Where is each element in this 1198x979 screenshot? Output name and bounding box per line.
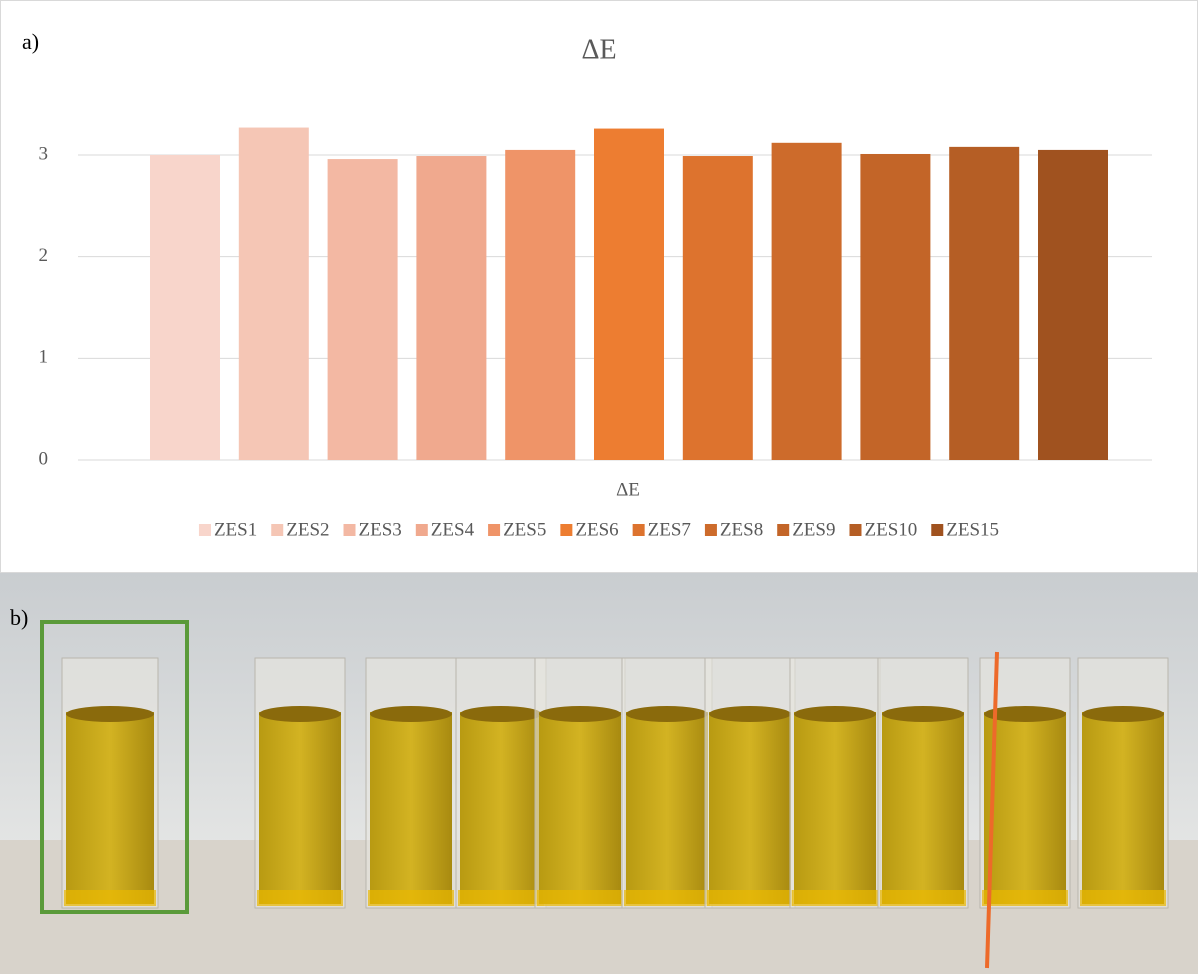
- cuvette-base: [792, 890, 878, 906]
- legend-swatch: [777, 524, 790, 536]
- cuvette: [789, 657, 881, 909]
- cuvette-liquid: [66, 712, 154, 904]
- cuvette-base: [368, 890, 454, 906]
- cuvette: [704, 657, 796, 909]
- legend-swatch: [632, 524, 645, 536]
- meniscus: [984, 706, 1066, 722]
- meniscus: [794, 706, 876, 722]
- cuvette-base: [707, 890, 793, 906]
- legend-swatch: [849, 524, 862, 536]
- cuvette: [61, 657, 159, 909]
- legend-label: ZES3: [359, 519, 402, 540]
- cuvette-liquid: [626, 712, 708, 904]
- legend-label: ZES15: [946, 519, 999, 540]
- legend-label: ZES9: [792, 519, 835, 540]
- cuvette-liquid: [709, 712, 791, 904]
- photo: [0, 573, 1198, 974]
- cuvette-liquid: [984, 712, 1066, 904]
- bar: [682, 156, 753, 460]
- bar: [150, 155, 220, 460]
- cuvette: [534, 657, 626, 909]
- legend-label: ZES6: [575, 519, 618, 540]
- highlight-box: [40, 620, 189, 914]
- legend-label: ZES10: [864, 519, 917, 540]
- y-tick-label: 3: [39, 143, 49, 164]
- legend-label: ZES5: [503, 519, 546, 540]
- legend-label: ZES1: [214, 519, 257, 540]
- legend-swatch: [271, 524, 284, 536]
- meniscus: [460, 706, 542, 722]
- legend-swatch: [343, 524, 356, 536]
- legend-swatch: [560, 524, 573, 536]
- legend: ZES1 ZES2 ZES3 ZES4 ZES5 ZES6 ZES7 ZES8 ZES9 ZES1…: [198, 519, 999, 540]
- meniscus: [882, 706, 964, 722]
- cuvette: [621, 657, 713, 909]
- y-tick-label: 1: [39, 347, 49, 368]
- cuvette-base: [982, 890, 1068, 906]
- meniscus: [709, 706, 791, 722]
- panel-label: b): [10, 605, 28, 630]
- cuvette: [877, 657, 969, 909]
- cuvette: [1077, 657, 1169, 909]
- bar: [1038, 149, 1108, 460]
- chart-title: ΔE: [581, 34, 616, 65]
- panel-label: a): [22, 29, 39, 54]
- legend-label: ZES8: [720, 519, 763, 540]
- bar: [416, 156, 487, 460]
- cuvette-liquid: [882, 712, 964, 904]
- bar: [949, 146, 1020, 460]
- meniscus: [259, 706, 341, 722]
- bar: [238, 127, 309, 461]
- cuvette-base: [458, 890, 544, 906]
- legend-swatch: [198, 524, 211, 536]
- divider-line: [985, 651, 999, 969]
- cuvette-liquid: [460, 712, 542, 904]
- cuvette-base: [257, 890, 343, 906]
- y-tick-label: 2: [39, 245, 49, 266]
- meniscus: [539, 706, 621, 722]
- legend-swatch: [704, 524, 717, 536]
- legend-swatch: [931, 524, 944, 536]
- bar: [860, 153, 931, 460]
- cuvette: [365, 657, 457, 909]
- cuvette-base: [64, 890, 156, 906]
- meniscus: [1082, 706, 1164, 722]
- y-tick-label: 0: [39, 448, 49, 469]
- bar: [771, 142, 842, 461]
- bar: [505, 149, 576, 460]
- cuvette: [254, 657, 346, 909]
- meniscus: [370, 706, 452, 722]
- x-tick-label: ΔE: [616, 479, 640, 500]
- cuvette-liquid: [539, 712, 621, 904]
- cuvette-base: [880, 890, 966, 906]
- cuvette-base: [1080, 890, 1166, 906]
- cuvette-liquid: [1082, 712, 1164, 904]
- legend-label: ZES7: [648, 519, 691, 540]
- cuvette-base: [537, 890, 623, 906]
- cuvette: [455, 657, 547, 909]
- bar: [594, 128, 664, 461]
- bar: [327, 159, 398, 461]
- cuvette-liquid: [794, 712, 876, 904]
- cuvette-liquid: [370, 712, 452, 904]
- meniscus: [626, 706, 708, 722]
- cuvette-base: [624, 890, 710, 906]
- legend-swatch: [415, 524, 428, 536]
- meniscus: [66, 706, 154, 722]
- legend-label: ZES4: [431, 519, 475, 540]
- legend-swatch: [488, 524, 501, 536]
- cuvette-liquid: [259, 712, 341, 904]
- legend-label: ZES2: [286, 519, 329, 540]
